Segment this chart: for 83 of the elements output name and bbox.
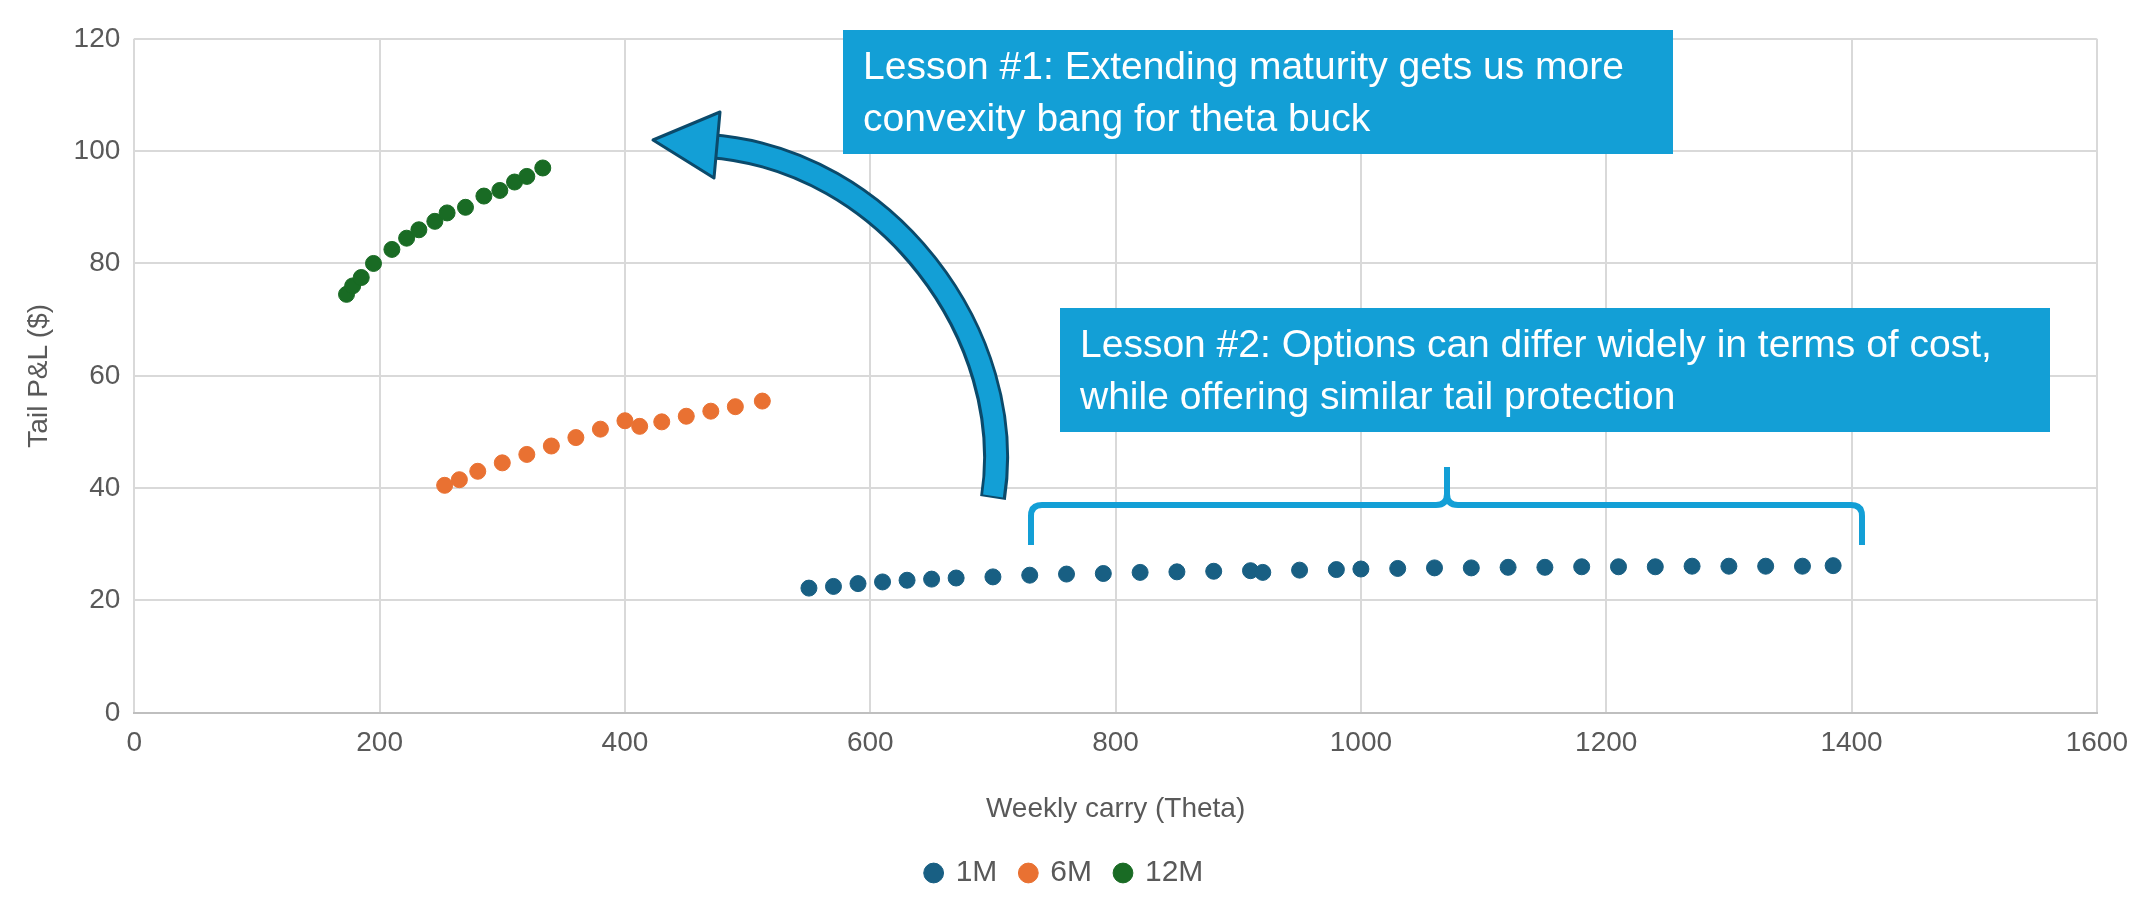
y-tick-label: 100 xyxy=(73,133,121,165)
x-tick-label: 0 xyxy=(126,726,143,758)
point xyxy=(923,570,941,588)
point xyxy=(1254,563,1272,581)
point xyxy=(1757,557,1775,575)
point xyxy=(653,413,671,431)
legend-label: 1M xyxy=(955,854,998,888)
point xyxy=(1131,563,1149,581)
x-tick-label: 600 xyxy=(846,726,894,758)
x-tick-label: 400 xyxy=(601,726,649,758)
point xyxy=(1536,558,1554,576)
point xyxy=(450,471,468,489)
y-axis-title: Tail P&L ($) xyxy=(21,303,53,448)
legend-label: 12M xyxy=(1145,854,1204,888)
point xyxy=(365,254,382,272)
point xyxy=(824,577,842,595)
point xyxy=(1683,557,1701,575)
point xyxy=(542,437,560,455)
point xyxy=(1499,558,1517,576)
point xyxy=(1824,557,1842,575)
point xyxy=(1168,563,1186,581)
point xyxy=(702,402,720,420)
x-tick-label: 800 xyxy=(1092,726,1139,758)
x-tick-label: 1400 xyxy=(1820,726,1883,758)
y-tick-label: 60 xyxy=(89,358,121,390)
point xyxy=(1462,559,1480,577)
point xyxy=(1094,565,1112,583)
y-tick-label: 20 xyxy=(89,583,121,615)
point xyxy=(898,571,916,589)
annotation: Lesson #1: Extending maturity gets us more convexity bang for theta buck xyxy=(863,44,1624,139)
point xyxy=(1021,566,1039,584)
point xyxy=(1389,559,1407,577)
point xyxy=(518,445,536,463)
point xyxy=(518,167,536,185)
y-tick-label: 0 xyxy=(104,695,121,727)
callout-box: Lesson #1: Extending maturity gets us more convexity bang for theta buck xyxy=(843,30,1673,154)
point xyxy=(410,221,428,239)
point xyxy=(984,568,1002,586)
point xyxy=(800,579,818,597)
x-tick-label: 1200 xyxy=(1575,726,1638,758)
point xyxy=(1720,557,1738,575)
point xyxy=(1646,558,1664,576)
point xyxy=(436,476,454,494)
point xyxy=(1291,561,1309,579)
point xyxy=(1058,565,1076,583)
y-tick-label: 80 xyxy=(89,246,121,278)
point xyxy=(1609,558,1627,576)
point xyxy=(1426,559,1443,577)
point xyxy=(534,159,552,177)
y-tick-label: 120 xyxy=(73,21,121,53)
point xyxy=(849,575,867,593)
x-axis-title: Weekly carry (Theta) xyxy=(985,791,1246,823)
point xyxy=(567,429,585,447)
point xyxy=(726,398,744,416)
point xyxy=(1793,557,1811,575)
point xyxy=(1205,562,1223,580)
point xyxy=(352,269,370,287)
point xyxy=(1352,560,1370,578)
point xyxy=(874,573,892,591)
y-tick-label: 40 xyxy=(89,470,121,502)
point xyxy=(398,229,416,247)
point xyxy=(457,198,474,216)
point xyxy=(475,187,493,205)
point xyxy=(753,392,771,410)
point xyxy=(947,569,965,587)
point xyxy=(616,412,634,430)
point xyxy=(438,204,456,222)
callout-box: Lesson #2: Options can differ widely in terms of cost, while offering similar tail protection xyxy=(1060,308,2050,432)
point xyxy=(1573,558,1591,576)
x-tick-label: 1000 xyxy=(1329,726,1393,758)
point xyxy=(1327,561,1345,579)
legend-label: 6M xyxy=(1050,854,1093,888)
point xyxy=(383,240,401,258)
x-tick-label: 200 xyxy=(356,726,403,758)
annotation: Lesson #2: Options can differ widely in terms of cost, while offering similar tail protection xyxy=(1080,322,1992,417)
point xyxy=(677,407,695,425)
point xyxy=(493,454,511,472)
point xyxy=(469,462,487,480)
point xyxy=(591,420,609,438)
point xyxy=(426,212,444,230)
x-tick-label: 1600 xyxy=(2065,726,2128,758)
point xyxy=(491,181,509,199)
point xyxy=(631,417,649,435)
